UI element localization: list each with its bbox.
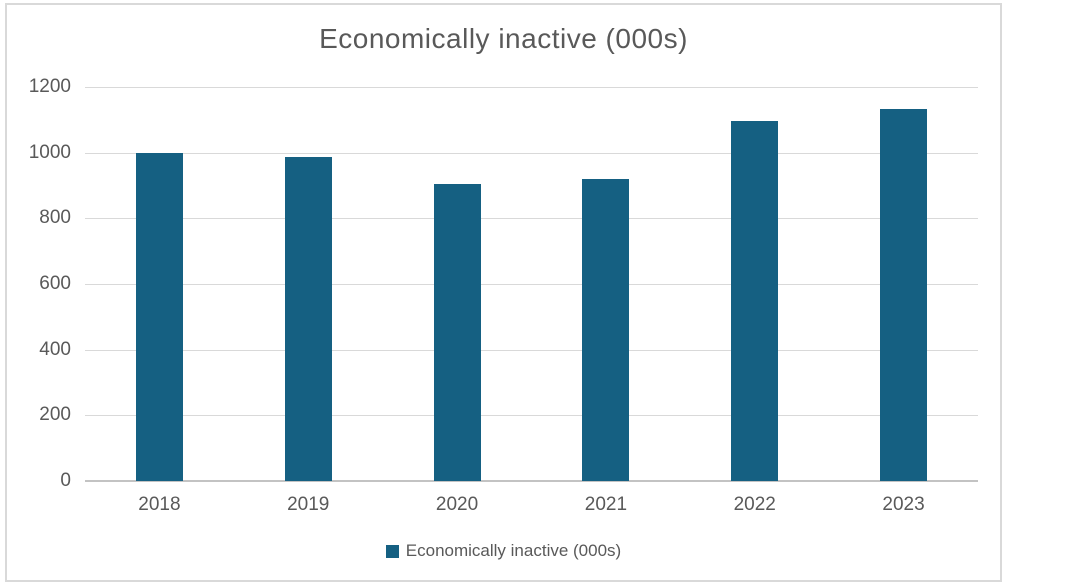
y-axis-tick-label: 800: [39, 207, 71, 229]
y-axis-tick-label: 1000: [28, 141, 71, 163]
chart-title: Economically inactive (000s): [319, 23, 688, 54]
x-axis-tick-label: 2019: [287, 494, 330, 515]
chart-frame: Economically inactive (000s) 0 200 400 600 8…: [5, 3, 1002, 582]
x-axis-tick-label: 2020: [435, 494, 479, 515]
legend-label: Economically inactive (000s): [405, 541, 622, 560]
plot-area: 0 200 400 600 800 1000 1200 2018 2019 2020 2021 202…: [29, 76, 978, 515]
gridline: [85, 218, 978, 220]
bar-2018: [135, 152, 183, 481]
y-axis-tick-label: 400: [39, 338, 71, 360]
x-axis-tick-label: 2023: [882, 494, 925, 515]
x-axis-tick-label: 2018: [138, 494, 181, 515]
x-axis-tick-label: 2021: [584, 494, 628, 515]
legend-swatch-icon: [385, 544, 399, 558]
bar-2019: [284, 156, 332, 481]
y-axis-tick-label: 200: [39, 404, 71, 426]
y-axis-tick-label: 600: [39, 273, 71, 294]
bar-2022: [731, 120, 779, 481]
bar-2021: [582, 178, 630, 481]
gridline: [85, 87, 978, 88]
y-axis-tick-label: 1200: [28, 76, 71, 97]
legend: Economically inactive (000s): [7, 541, 1000, 561]
y-axis-tick-label: 0: [60, 470, 71, 491]
x-axis-line: [85, 480, 978, 482]
bar-2023: [880, 108, 928, 481]
gridline: [85, 284, 978, 285]
gridline: [85, 152, 978, 154]
gridline: [85, 415, 978, 417]
bar-2020: [433, 183, 481, 481]
x-axis-tick-label: 2022: [733, 494, 776, 515]
gridline: [85, 349, 978, 351]
